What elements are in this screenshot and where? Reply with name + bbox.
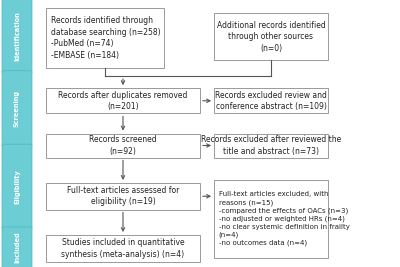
FancyBboxPatch shape (46, 88, 200, 113)
Text: Included: Included (14, 232, 20, 264)
FancyBboxPatch shape (2, 0, 32, 73)
FancyBboxPatch shape (214, 180, 328, 258)
Text: Eligibility: Eligibility (14, 170, 20, 204)
FancyBboxPatch shape (46, 183, 200, 210)
Text: Records after duplicates removed
(n=201): Records after duplicates removed (n=201) (58, 91, 188, 111)
Text: Records excluded review and
conference abstract (n=109): Records excluded review and conference a… (215, 91, 327, 111)
FancyBboxPatch shape (2, 144, 32, 230)
FancyBboxPatch shape (2, 71, 32, 147)
FancyBboxPatch shape (46, 134, 200, 158)
Text: Additional records identified
through other sources
(n=0): Additional records identified through ot… (217, 21, 325, 53)
FancyBboxPatch shape (214, 88, 328, 113)
Text: Records excluded after reviewed the
title and abstract (n=73): Records excluded after reviewed the titl… (201, 135, 341, 156)
Text: Identification: Identification (14, 11, 20, 61)
Text: Screening: Screening (14, 90, 20, 127)
Text: Studies included in quantitative
synthesis (meta-analysis) (n=4): Studies included in quantitative synthes… (62, 238, 184, 258)
Text: Records identified through
database searching (n=258)
-PubMed (n=74)
-EMBASE (n=: Records identified through database sear… (51, 16, 160, 60)
FancyBboxPatch shape (2, 227, 32, 267)
FancyBboxPatch shape (46, 235, 200, 262)
FancyBboxPatch shape (214, 134, 328, 158)
Text: Records screened
(n=92): Records screened (n=92) (89, 135, 157, 156)
FancyBboxPatch shape (214, 13, 328, 60)
FancyBboxPatch shape (46, 8, 164, 68)
Text: Full-text articles excluded, with
reasons (n=15)
-compared the effects of OACs (: Full-text articles excluded, with reason… (219, 191, 350, 246)
Text: Full-text articles assessed for
eligibility (n=19): Full-text articles assessed for eligibil… (67, 186, 179, 206)
